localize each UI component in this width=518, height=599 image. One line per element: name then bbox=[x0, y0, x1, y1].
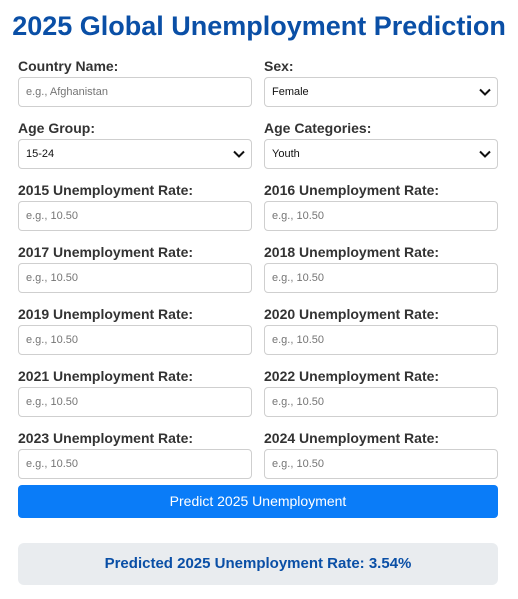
sex-label: Sex: bbox=[264, 58, 294, 74]
age-categories-select[interactable]: Youth bbox=[264, 139, 498, 169]
rate-2024-input[interactable] bbox=[264, 449, 498, 479]
rate-2016-input[interactable] bbox=[264, 201, 498, 231]
rate-2021-input[interactable] bbox=[18, 387, 252, 417]
form-grid: Country Name: Sex: Female Age Group: 15-… bbox=[18, 56, 498, 479]
country-input[interactable] bbox=[18, 77, 252, 107]
age-group-select[interactable]: 15-24 bbox=[18, 139, 252, 169]
page-title: 2025 Global Unemployment Prediction bbox=[12, 11, 506, 41]
rate-2015-input[interactable] bbox=[18, 201, 252, 231]
rate-2017-field: 2017 Unemployment Rate: bbox=[18, 242, 252, 293]
predict-button[interactable]: Predict 2025 Unemployment bbox=[18, 485, 498, 518]
rate-2023-field: 2023 Unemployment Rate: bbox=[18, 428, 252, 479]
country-label: Country Name: bbox=[18, 58, 119, 74]
rate-2017-label: 2017 Unemployment Rate: bbox=[18, 244, 194, 260]
age-categories-select-value: Youth bbox=[264, 139, 498, 169]
rate-2019-label: 2019 Unemployment Rate: bbox=[18, 306, 194, 322]
age-group-select-value: 15-24 bbox=[18, 139, 252, 169]
rate-2020-input[interactable] bbox=[264, 325, 498, 355]
rate-2015-field: 2015 Unemployment Rate: bbox=[18, 180, 252, 231]
rate-2022-field: 2022 Unemployment Rate: bbox=[264, 366, 498, 417]
rate-2019-input[interactable] bbox=[18, 325, 252, 355]
rate-2019-field: 2019 Unemployment Rate: bbox=[18, 304, 252, 355]
age-categories-label: Age Categories: bbox=[264, 120, 372, 136]
rate-2018-input[interactable] bbox=[264, 263, 498, 293]
rate-2021-field: 2021 Unemployment Rate: bbox=[18, 366, 252, 417]
chevron-down-icon bbox=[479, 150, 491, 158]
rate-2024-field: 2024 Unemployment Rate: bbox=[264, 428, 498, 479]
rate-2016-label: 2016 Unemployment Rate: bbox=[264, 182, 440, 198]
sex-select[interactable]: Female bbox=[264, 77, 498, 107]
sex-select-value: Female bbox=[264, 77, 498, 107]
rate-2024-label: 2024 Unemployment Rate: bbox=[264, 430, 440, 446]
rate-2018-field: 2018 Unemployment Rate: bbox=[264, 242, 498, 293]
rate-2023-label: 2023 Unemployment Rate: bbox=[18, 430, 194, 446]
country-field: Country Name: bbox=[18, 56, 252, 107]
rate-2020-label: 2020 Unemployment Rate: bbox=[264, 306, 440, 322]
chevron-down-icon bbox=[479, 88, 491, 96]
rate-2018-label: 2018 Unemployment Rate: bbox=[264, 244, 440, 260]
chevron-down-icon bbox=[233, 150, 245, 158]
age-group-label: Age Group: bbox=[18, 120, 95, 136]
rate-2023-input[interactable] bbox=[18, 449, 252, 479]
rate-2021-label: 2021 Unemployment Rate: bbox=[18, 368, 194, 384]
rate-2020-field: 2020 Unemployment Rate: bbox=[264, 304, 498, 355]
rate-2022-input[interactable] bbox=[264, 387, 498, 417]
rate-2015-label: 2015 Unemployment Rate: bbox=[18, 182, 194, 198]
age-group-field: Age Group: 15-24 bbox=[18, 118, 252, 169]
rate-2017-input[interactable] bbox=[18, 263, 252, 293]
sex-field: Sex: Female bbox=[264, 56, 498, 107]
prediction-result: Predicted 2025 Unemployment Rate: 3.54% bbox=[18, 543, 498, 585]
rate-2016-field: 2016 Unemployment Rate: bbox=[264, 180, 498, 231]
age-categories-field: Age Categories: Youth bbox=[264, 118, 498, 169]
rate-2022-label: 2022 Unemployment Rate: bbox=[264, 368, 440, 384]
